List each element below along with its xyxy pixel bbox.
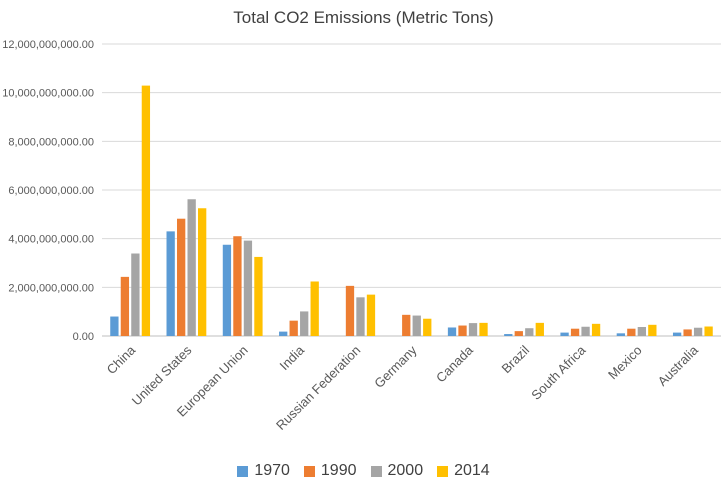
legend-swatch: [370, 465, 382, 477]
bar-1990: [345, 285, 355, 336]
y-tick-label: 0.00: [73, 331, 94, 343]
x-tick-label: India: [277, 342, 308, 373]
bar-2000: [693, 327, 703, 336]
bar-1970: [447, 327, 457, 336]
legend-item: 1990: [303, 462, 357, 480]
x-tick-label: South Africa: [528, 342, 589, 403]
legend-item: 1970: [237, 462, 290, 480]
bar-1990: [402, 314, 411, 336]
legend-item: 2014: [437, 462, 490, 480]
bar-1990: [514, 331, 523, 336]
bar-2000: [412, 315, 421, 336]
bar-2000: [131, 253, 140, 336]
x-tick-label: Mexico: [605, 343, 645, 383]
chart-title: Total CO2 Emissions (Metric Tons): [233, 8, 494, 27]
bar-1990: [177, 218, 186, 336]
bar-1970: [672, 332, 682, 336]
bar-2014: [366, 294, 376, 336]
y-tick-label: 6,000,000,000.00: [8, 185, 94, 197]
bar-1970: [222, 244, 232, 336]
bar-1970: [560, 332, 569, 336]
bar-2000: [468, 323, 478, 336]
bar-2014: [198, 208, 207, 336]
bar-1990: [627, 328, 636, 336]
bar-2000: [300, 311, 309, 336]
bar-2014: [535, 322, 544, 336]
x-tick-label: Germany: [371, 342, 420, 391]
y-tick-label: 4,000,000,000.00: [8, 234, 94, 246]
bar-2000: [187, 199, 196, 336]
bar-1970: [166, 231, 175, 336]
y-tick-label: 12,000,000,000.00: [2, 39, 94, 51]
bar-2000: [356, 297, 365, 336]
legend-swatch: [437, 465, 449, 477]
bar-2014: [310, 281, 319, 336]
bar-2014: [423, 318, 432, 336]
bar-1990: [120, 276, 130, 336]
y-tick-label: 8,000,000,000.00: [8, 136, 94, 148]
legend-label: 1970: [254, 462, 290, 479]
x-tick-label: Canada: [433, 342, 476, 385]
x-tick-label: Australia: [655, 342, 702, 389]
legend-swatch: [237, 465, 249, 477]
bar-2014: [648, 324, 657, 336]
bar-1970: [279, 331, 288, 336]
y-tick-label: 2,000,000,000.00: [8, 282, 94, 294]
bar-1990: [233, 236, 242, 336]
legend-label: 2014: [454, 462, 490, 479]
bar-2000: [581, 326, 590, 336]
bar-2000: [637, 327, 646, 336]
legend-label: 1990: [320, 462, 357, 479]
bar-2000: [525, 328, 534, 336]
legend-label: 2000: [387, 462, 424, 479]
bar-2014: [141, 85, 151, 336]
legend-item: 2000: [370, 462, 424, 480]
bars: [110, 85, 713, 336]
bar-1970: [504, 334, 513, 336]
x-tick-label: Brazil: [499, 342, 533, 376]
bar-1970: [616, 333, 625, 336]
legend-swatch: [303, 465, 315, 477]
bar-2014: [479, 322, 488, 336]
bar-1990: [570, 328, 580, 336]
bar-2014: [254, 256, 263, 336]
bar-2000: [243, 240, 253, 336]
bar-2014: [591, 323, 601, 336]
y-tick-label: 10,000,000,000.00: [2, 88, 94, 100]
bar-1990: [683, 329, 692, 336]
bar-1970: [110, 316, 119, 336]
legend: 1970 1990 2000 2014: [0, 462, 727, 480]
y-axis-tick-labels: 0.00 2,000,000,000.00 4,000,000,000.00 6,00…: [2, 39, 94, 343]
bar-2014: [704, 326, 713, 336]
x-tick-label: China: [104, 342, 139, 377]
bar-1990: [458, 325, 467, 336]
bar-1990: [289, 320, 298, 336]
